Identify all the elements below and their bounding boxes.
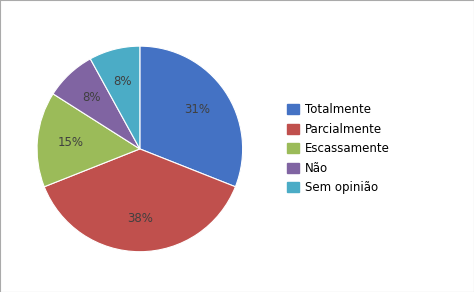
Wedge shape bbox=[37, 94, 140, 187]
Text: 15%: 15% bbox=[57, 136, 83, 149]
Wedge shape bbox=[91, 46, 140, 149]
Wedge shape bbox=[53, 59, 140, 149]
Legend: Totalmente, Parcialmente, Escassamente, Não, Sem opinião: Totalmente, Parcialmente, Escassamente, … bbox=[287, 103, 390, 194]
Text: 38%: 38% bbox=[127, 212, 153, 225]
Text: 31%: 31% bbox=[185, 103, 210, 116]
Wedge shape bbox=[140, 46, 243, 187]
Text: 8%: 8% bbox=[83, 91, 101, 105]
Wedge shape bbox=[44, 149, 236, 252]
Text: 8%: 8% bbox=[113, 75, 132, 88]
